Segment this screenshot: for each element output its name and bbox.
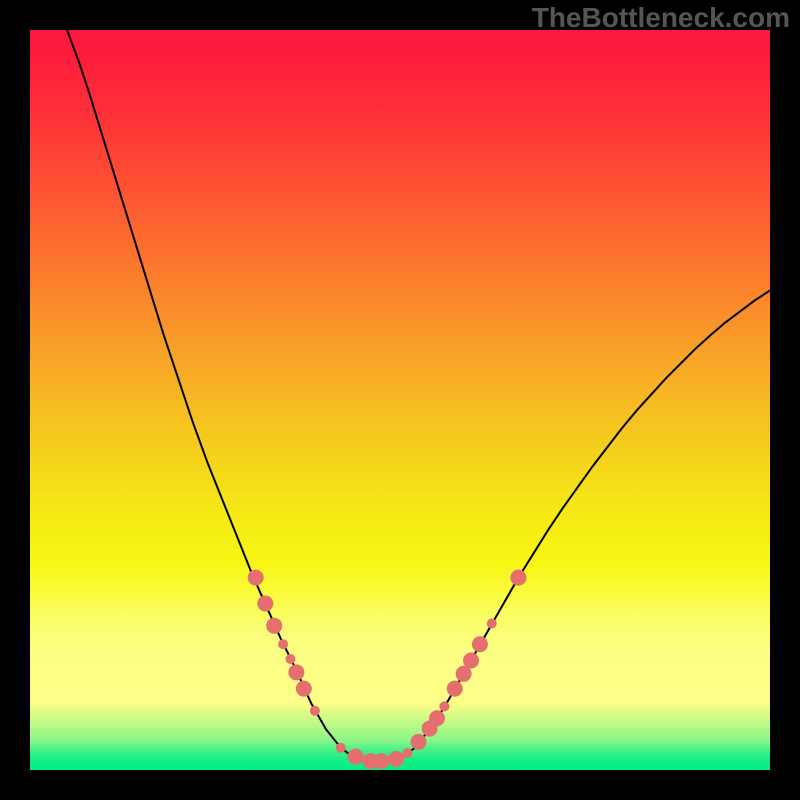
data-marker	[447, 681, 462, 696]
plot-area	[30, 30, 770, 770]
data-marker	[296, 681, 311, 696]
data-marker	[289, 665, 304, 680]
data-marker	[487, 619, 496, 628]
data-marker	[456, 666, 471, 681]
data-marker	[336, 743, 345, 752]
data-marker	[267, 618, 282, 633]
data-marker	[258, 596, 273, 611]
data-marker	[348, 749, 363, 764]
data-marker	[310, 706, 319, 715]
data-marker	[464, 653, 479, 668]
data-marker	[374, 754, 389, 769]
data-marker	[440, 702, 449, 711]
data-marker	[472, 637, 487, 652]
chart-svg	[30, 30, 770, 770]
data-marker	[411, 734, 426, 749]
data-marker	[511, 570, 526, 585]
data-marker	[403, 748, 412, 757]
data-marker	[279, 640, 288, 649]
watermark-label: TheBottleneck.com	[532, 2, 790, 34]
data-marker	[248, 570, 263, 585]
data-marker	[286, 655, 295, 664]
data-marker	[389, 751, 404, 766]
chart-frame: TheBottleneck.com	[0, 0, 800, 800]
plot-background	[30, 30, 770, 770]
data-marker	[430, 711, 445, 726]
